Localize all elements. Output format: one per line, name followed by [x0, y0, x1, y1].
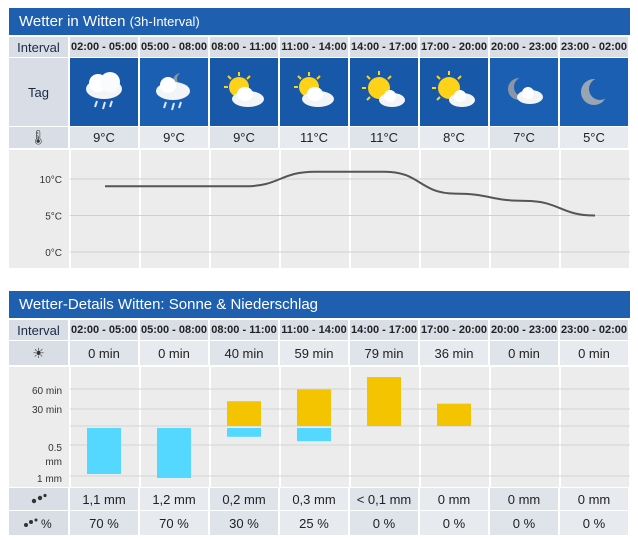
- sunshine-value: 0 min: [490, 341, 560, 365]
- sun-cloud-icon: [420, 58, 490, 126]
- sunshine-value: 59 min: [280, 341, 350, 365]
- weather-panel-header: Wetter in Witten (3h-Interval): [9, 8, 630, 35]
- interval-header: 08:00 - 11:00: [210, 320, 280, 340]
- rain-amount-value: 0 mm: [560, 488, 630, 510]
- temperature-value: 5°C: [560, 127, 630, 148]
- temperature-value: 11°C: [280, 127, 350, 148]
- rain-probability-value: 0 %: [560, 511, 630, 535]
- interval-header: 17:00 - 20:00: [420, 320, 490, 340]
- rain-amount-value: < 0,1 mm: [350, 488, 420, 510]
- temperature-value: 9°C: [140, 127, 210, 148]
- sun-cloud-icon: [350, 58, 420, 126]
- interval-header: 05:00 - 08:00: [140, 37, 210, 57]
- temperature-chart: 10°C 5°C 0°C: [9, 150, 630, 268]
- rain-probability-value: 0 %: [420, 511, 490, 535]
- interval-label: Interval: [9, 320, 70, 340]
- interval-header: 14:00 - 17:00: [350, 320, 420, 340]
- details-interval-row: Interval 02:00 - 05:00 05:00 - 08:00 08:…: [9, 320, 630, 340]
- y-tick-label: 0°C: [45, 248, 62, 259]
- interval-header: 11:00 - 14:00: [280, 37, 350, 57]
- sun-rain-chart-svg: 60 min 30 min 0.5 mm 1 mm: [32, 367, 630, 487]
- temperature-value: 11°C: [350, 127, 420, 148]
- sunshine-value: 0 min: [140, 341, 210, 365]
- rain-amount-value: 0,3 mm: [280, 488, 350, 510]
- sun-rain-chart: 60 min 30 min 0.5 mm 1 mm: [9, 367, 630, 487]
- moon-icon: [560, 58, 630, 126]
- sunshine-value: 0 min: [70, 341, 140, 365]
- sunshine-value: 36 min: [420, 341, 490, 365]
- details-panel-title: Wetter-Details Witten: Sonne & Niedersch…: [19, 296, 319, 313]
- y-tick-label: 30 min: [32, 405, 62, 416]
- sunshine-value: 40 min: [210, 341, 280, 365]
- weather-interval-row: Interval 02:00 - 05:00 05:00 - 08:00 08:…: [9, 37, 630, 57]
- moon-cloud-icon: [490, 58, 560, 126]
- rain-probability-value: 0 %: [490, 511, 560, 535]
- precipitation-bar: [157, 428, 191, 478]
- interval-header: 02:00 - 05:00: [70, 37, 140, 57]
- rain-probability-value: 70 %: [140, 511, 210, 535]
- sun-icon: ☀: [9, 341, 70, 365]
- interval-header: 11:00 - 14:00: [280, 320, 350, 340]
- cloud-rain-icon: [70, 58, 140, 126]
- y-tick-label: 60 min: [32, 386, 62, 397]
- weather-panel-subtitle: (3h-Interval): [129, 14, 200, 29]
- rain-amount-value: 0,2 mm: [210, 488, 280, 510]
- tag-label: Tag: [9, 58, 70, 126]
- moon-cloud-rain-icon: [140, 58, 210, 126]
- y-tick-label: 0.5: [48, 443, 62, 454]
- precipitation-bar: [297, 428, 331, 442]
- interval-header: 14:00 - 17:00: [350, 37, 420, 57]
- interval-header: 17:00 - 20:00: [420, 37, 490, 57]
- temperature-value: 7°C: [490, 127, 560, 148]
- svg-text:%: %: [41, 517, 52, 529]
- y-tick-label: mm: [45, 457, 62, 468]
- weather-icon-row: Tag: [9, 58, 630, 126]
- rain-amount-value: 1,2 mm: [140, 488, 210, 510]
- interval-header: 23:00 - 02:00: [560, 320, 630, 340]
- interval-header: 20:00 - 23:00: [490, 37, 560, 57]
- rain-amount-value: 0 mm: [420, 488, 490, 510]
- interval-header: 08:00 - 11:00: [210, 37, 280, 57]
- sunshine-bar: [227, 401, 261, 426]
- precipitation-bar: [227, 428, 261, 437]
- temperature-value: 9°C: [210, 127, 280, 148]
- y-tick-label: 1 mm: [37, 474, 62, 485]
- temperature-value: 9°C: [70, 127, 140, 148]
- sunshine-bar: [297, 389, 331, 426]
- temperature-row: 🌡 9°C 9°C 9°C 11°C 11°C 8°C 7°C 5°C: [9, 127, 630, 148]
- rain-amount-value: 0 mm: [490, 488, 560, 510]
- interval-header: 20:00 - 23:00: [490, 320, 560, 340]
- rain-probability-row: % 70 % 70 % 30 % 25 % 0 % 0 % 0 % 0 %: [9, 511, 630, 535]
- rain-probability-value: 70 %: [70, 511, 140, 535]
- rain-probability-icon: %: [9, 511, 70, 535]
- details-panel-header: Wetter-Details Witten: Sonne & Niedersch…: [9, 291, 630, 318]
- rain-amount-row: 1,1 mm 1,2 mm 0,2 mm 0,3 mm < 0,1 mm 0 m…: [9, 488, 630, 510]
- thermometer-icon: 🌡: [9, 127, 70, 148]
- interval-header: 23:00 - 02:00: [560, 37, 630, 57]
- precipitation-bar: [87, 428, 121, 474]
- y-tick-label: 10°C: [40, 175, 62, 186]
- sun-cloud-icon: [210, 58, 280, 126]
- interval-header: 05:00 - 08:00: [140, 320, 210, 340]
- sunshine-bar: [367, 377, 401, 426]
- rain-probability-value: 25 %: [280, 511, 350, 535]
- raindrops-icon: [9, 488, 70, 510]
- rain-amount-value: 1,1 mm: [70, 488, 140, 510]
- sunshine-value: 0 min: [560, 341, 630, 365]
- interval-label: Interval: [9, 37, 70, 57]
- interval-header: 02:00 - 05:00: [70, 320, 140, 340]
- y-tick-label: 5°C: [45, 212, 62, 223]
- temperature-chart-svg: 10°C 5°C 0°C: [40, 150, 630, 268]
- sunshine-bar: [437, 403, 471, 426]
- sunshine-row: ☀ 0 min 0 min 40 min 59 min 79 min 36 mi…: [9, 341, 630, 365]
- sun-cloud-icon: [280, 58, 350, 126]
- rain-probability-value: 30 %: [210, 511, 280, 535]
- weather-panel-title: Wetter in Witten: [19, 13, 126, 30]
- temperature-line: [105, 170, 596, 217]
- temperature-value: 8°C: [420, 127, 490, 148]
- sunshine-value: 79 min: [350, 341, 420, 365]
- rain-probability-value: 0 %: [350, 511, 420, 535]
